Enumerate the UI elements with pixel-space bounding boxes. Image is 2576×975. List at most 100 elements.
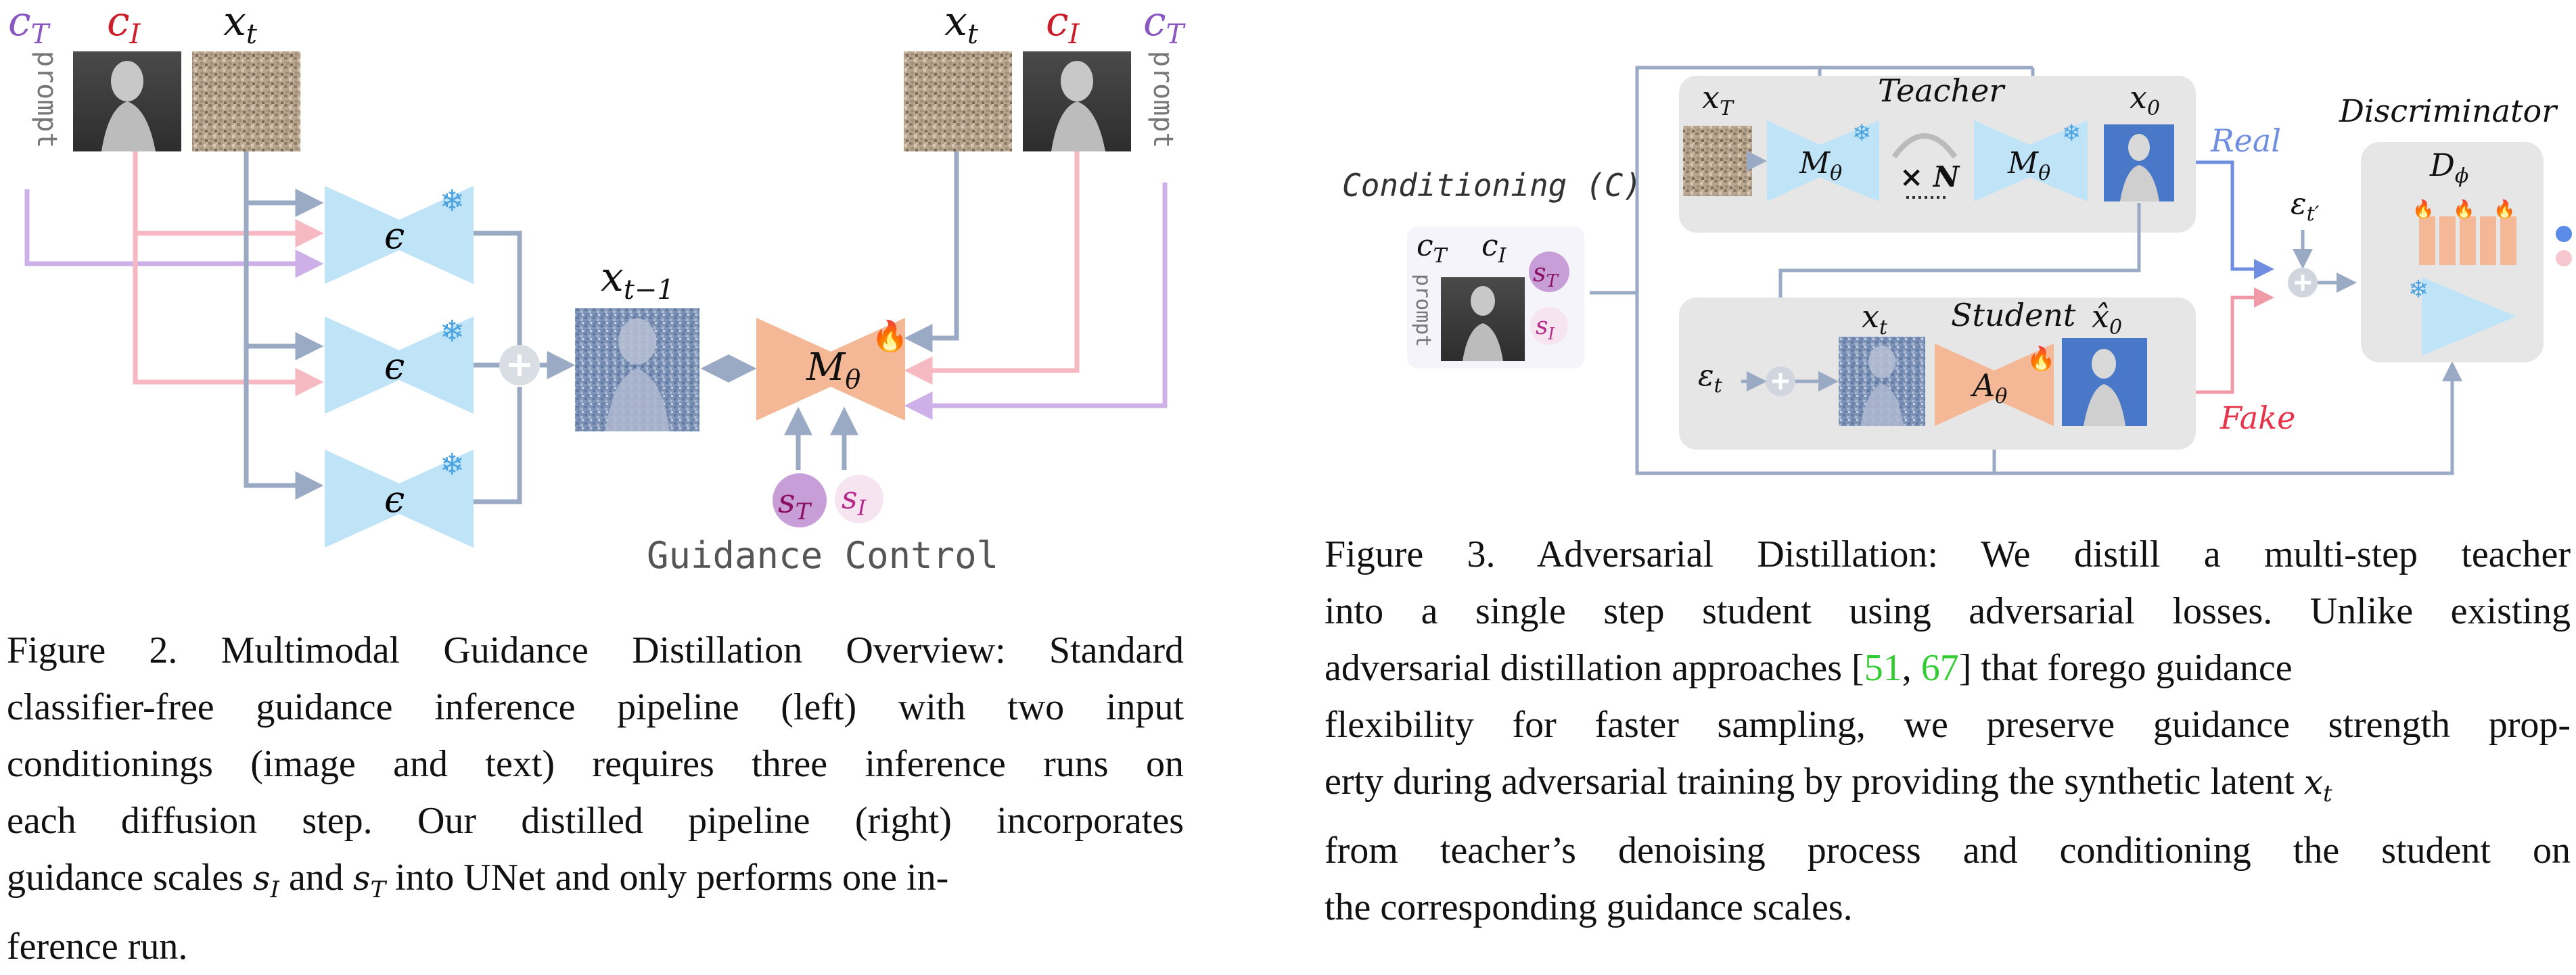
svg-text:cT: cT <box>1417 229 1448 268</box>
cT-right-arrow <box>904 183 1168 420</box>
teacher-label: Teacher <box>1878 72 2006 109</box>
fire-icon: 🔥 <box>2493 199 2515 220</box>
d-phi-label: Dϕ <box>2429 147 2468 188</box>
fire-icon: 🔥 <box>2453 199 2475 220</box>
xt-arrow-1 <box>244 151 324 217</box>
fire-icon: 🔥 <box>2412 199 2434 220</box>
x0-label: x0 <box>2130 79 2160 120</box>
caption3-line: Figure 3. Adversarial Distillation: We d… <box>1325 533 2571 575</box>
xt-arrow-3 <box>244 346 324 500</box>
fake-arrow <box>2196 287 2274 394</box>
model-m-theta-fig2: Mθ 🔥 <box>756 318 908 421</box>
discriminator-label: Discriminator <box>2339 93 2558 129</box>
cI-right-label: cI <box>1046 0 1080 50</box>
noise-thumbnail-left <box>192 51 300 151</box>
discriminator-heads: 🔥 🔥 🔥 <box>2412 199 2516 265</box>
svg-text:ϵ: ϵ <box>384 345 405 387</box>
xt-right-label: xt <box>944 0 979 50</box>
snowflake-icon: ❄ <box>440 448 465 482</box>
noise-thumbnail-right <box>904 51 1012 151</box>
guidance-control-label: Guidance Control <box>647 534 998 577</box>
eps-network-1: ϵ ❄ <box>325 184 474 284</box>
svg-text:sT: sT <box>778 481 812 525</box>
cI-arrow-1 <box>133 151 324 247</box>
teacher-panel <box>1679 76 2196 233</box>
sT-badge-fig3: sT <box>1529 252 1569 292</box>
teacher-model-2: Mθ ❄ <box>1974 120 2088 201</box>
plus-node-fig2 <box>499 345 540 385</box>
figures-canvas: cT cI xt prompt ϵ ❄ ϵ ❄ <box>8 0 2572 577</box>
sI-badge-fig3: sI <box>1530 307 1568 345</box>
caption3-line: into a single step student using adversa… <box>1325 590 2571 632</box>
x0hat-label: x̂0 <box>2092 298 2122 339</box>
math-sI: sI <box>252 859 279 903</box>
xt-student-label: xt <box>1862 298 1888 339</box>
conditioning-statue-image <box>1441 277 1525 361</box>
student-model-a-theta: Aθ 🔥 <box>1935 343 2055 426</box>
student-output-image <box>2062 338 2147 426</box>
citation-link[interactable]: 67 <box>1920 647 1959 689</box>
eps-network-2: ϵ ❄ <box>325 314 474 414</box>
xt-left-label: xt <box>223 0 258 50</box>
caption2-line: Figure 2. Multimodal Guidance Distillati… <box>7 629 1184 671</box>
figure-2-caption: Figure 2. Multimodal Guidance Distillati… <box>7 622 1184 975</box>
caption2-line: conditionings (image and text) requires … <box>7 743 1184 785</box>
svg-text:sT: sT <box>1533 258 1559 291</box>
conditioning-label: Conditioning (C) <box>1342 167 1642 204</box>
snowflake-icon: ❄ <box>440 184 465 218</box>
conditioning-bottom-bus <box>1635 293 2462 475</box>
svg-text:Mθ: Mθ <box>1799 146 1842 185</box>
math-sT: sT <box>352 859 386 903</box>
prompt-left-label: prompt <box>31 51 62 149</box>
fake-dot <box>2556 250 2572 266</box>
svg-text:Aθ: Aθ <box>1970 367 2007 408</box>
cI-arrow-2 <box>133 233 324 396</box>
times-n-label: × N <box>1900 160 1960 193</box>
teacher-output-image <box>2104 124 2174 201</box>
caption2-line: ference run. <box>7 926 188 968</box>
fake-label: Fake <box>2220 400 2295 436</box>
svg-text:sI: sI <box>1536 312 1555 343</box>
caption3-line: the corresponding guidance scales. <box>1325 886 1853 928</box>
xT-label: xT <box>1702 79 1734 120</box>
citation-link[interactable]: 51 <box>1864 647 1902 689</box>
caption3-line: adversarial distillation approaches [51,… <box>1325 647 2293 689</box>
noisy-statue-image <box>575 308 699 431</box>
snowflake-icon: ❄ <box>2408 276 2429 304</box>
caption2-line: classifier-free guidance inference pipel… <box>7 686 1184 728</box>
caption2-line: each diffusion step. Our distilled pipel… <box>7 800 1184 842</box>
student-label: Student <box>1951 297 2076 333</box>
snowflake-icon: ❄ <box>2062 120 2082 147</box>
sT-badge: sT <box>773 473 827 527</box>
plus-node-disc <box>2288 268 2318 298</box>
statue-thumbnail-right <box>1023 51 1131 151</box>
cT-right-label: cT <box>1143 0 1187 50</box>
loop-arc-icon <box>1891 133 1958 159</box>
snowflake-icon: ❄ <box>1852 120 1872 147</box>
eps-out-3 <box>474 387 522 504</box>
xt-right-arrow <box>904 151 959 352</box>
teacher-model-1: Mθ ❄ <box>1767 120 1879 201</box>
svg-text:Mθ: Mθ <box>2007 146 2050 185</box>
prompt-right-label: prompt <box>1147 51 1178 149</box>
eps-network-3: ϵ ❄ <box>325 448 474 548</box>
sI-badge: sI <box>835 475 883 523</box>
svg-text:ϵ: ϵ <box>384 214 405 257</box>
caption3-line: from teacher’s denoising process and con… <box>1325 830 2571 872</box>
caption3-line: erty during adversarial training by prov… <box>1325 761 2332 807</box>
eps-tprime-label: εt′ <box>2291 187 2320 226</box>
svg-text:ϵ: ϵ <box>384 478 405 521</box>
plus-node-student <box>1766 366 1795 396</box>
xtm1-label: xt−1 <box>601 254 674 306</box>
figure-3-diagram: Conditioning (C) cT cI prompt sT sI xT M… <box>1342 66 2572 475</box>
svg-text:Mθ: Mθ <box>806 346 860 394</box>
eps-out-1 <box>474 231 522 345</box>
real-label: Real <box>2210 122 2281 159</box>
eps-t-label: εt <box>1698 358 1723 398</box>
svg-text:cI: cI <box>1481 229 1507 268</box>
statue-thumbnail-left <box>73 51 181 151</box>
figure-3-caption: Figure 3. Adversarial Distillation: We d… <box>1325 526 2571 936</box>
conditioning-prompt-label: prompt <box>1411 274 1435 347</box>
cI-right-arrow <box>904 151 1080 385</box>
fire-icon: 🔥 <box>871 319 908 354</box>
